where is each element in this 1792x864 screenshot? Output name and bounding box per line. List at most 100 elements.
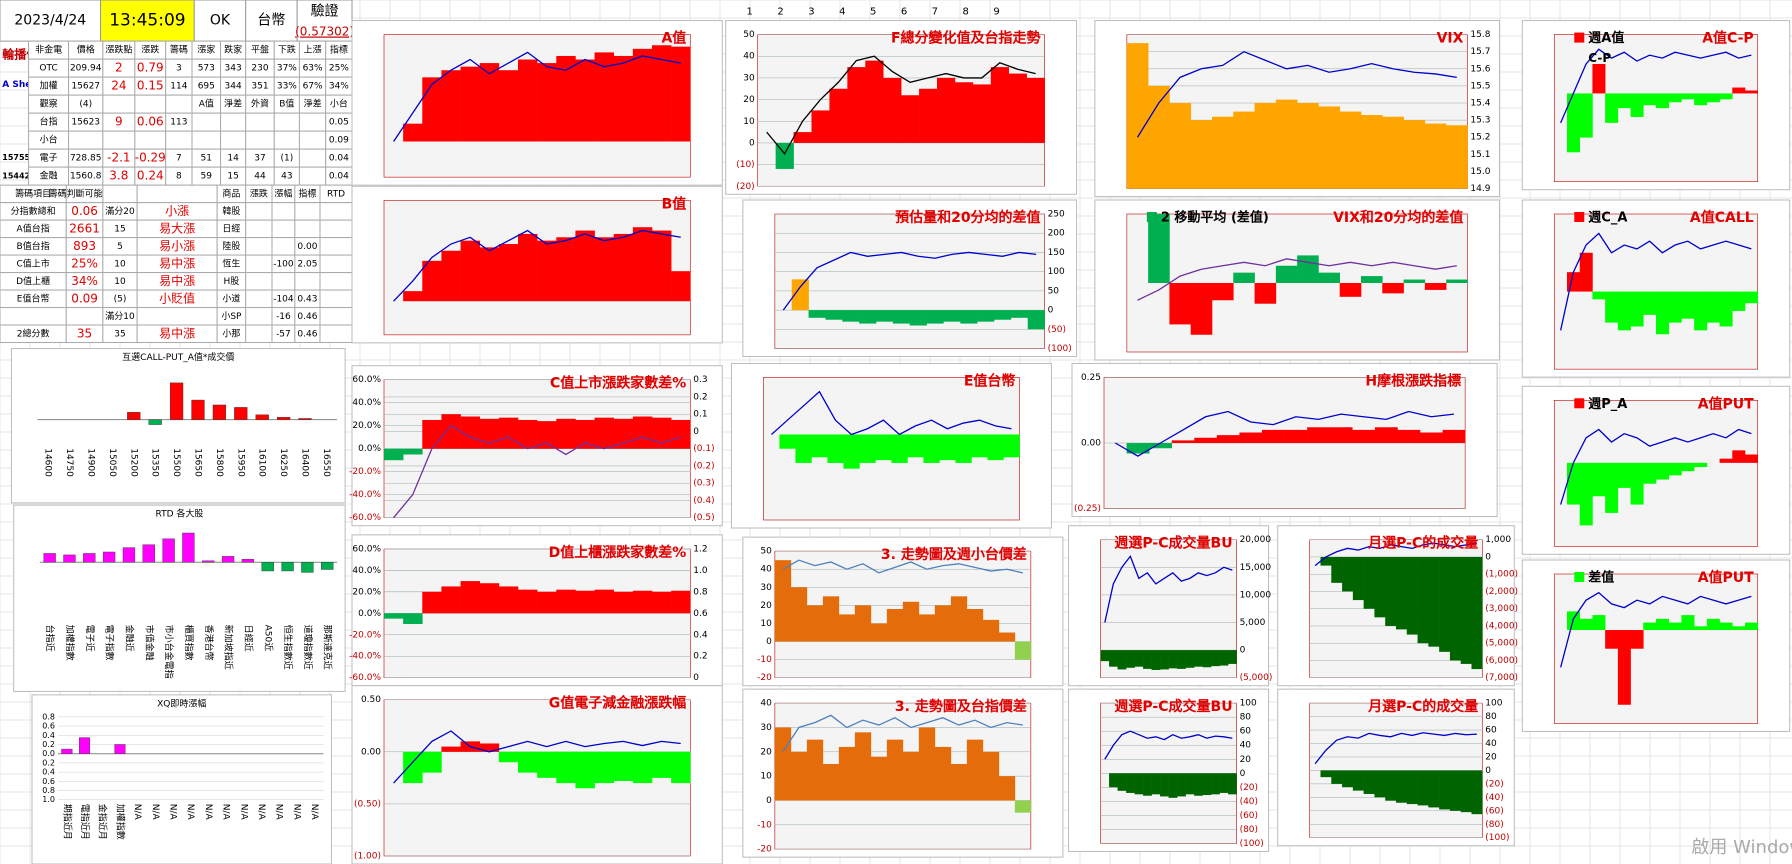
bar bbox=[43, 553, 56, 563]
area-bar bbox=[870, 756, 888, 801]
area-bar bbox=[1342, 556, 1354, 592]
table-text: 小道 bbox=[222, 292, 240, 304]
area-bar bbox=[1681, 93, 1695, 100]
area-bar bbox=[1262, 429, 1285, 443]
line-series bbox=[1104, 554, 1233, 623]
table-text: 上漲 bbox=[304, 45, 322, 56]
line-series bbox=[393, 730, 681, 784]
tick-label: 250 bbox=[1048, 210, 1065, 220]
area-bar bbox=[1617, 93, 1631, 109]
tick-label: 14.9 bbox=[1470, 184, 1490, 194]
x-tick-label: 電指近月 bbox=[79, 804, 91, 840]
table-text: 0.46 bbox=[297, 329, 317, 339]
area-bar bbox=[575, 590, 595, 614]
area-bar bbox=[892, 310, 911, 324]
area-bar bbox=[1630, 291, 1644, 327]
line-series bbox=[1114, 410, 1454, 457]
area-bar bbox=[422, 419, 442, 449]
area-bar bbox=[479, 743, 500, 752]
tick-label: 15.4 bbox=[1470, 99, 1490, 109]
area-bar bbox=[1446, 279, 1468, 283]
area-bar bbox=[1732, 626, 1746, 631]
area-bar bbox=[575, 419, 595, 449]
tick-label: 80 bbox=[1485, 712, 1497, 722]
side-label: A Shee bbox=[2, 80, 37, 90]
area-bar bbox=[1579, 618, 1593, 631]
tick-label: 10 bbox=[760, 619, 772, 629]
table-text: 韓股 bbox=[222, 206, 240, 217]
area-bar bbox=[827, 434, 844, 463]
table-text: -104 bbox=[273, 294, 294, 304]
table-text: 滿分20 bbox=[105, 205, 135, 217]
table-text: 695 bbox=[198, 82, 215, 92]
table-text: (5) bbox=[114, 294, 127, 304]
tick-label: (50) bbox=[1048, 325, 1066, 335]
table-cell bbox=[220, 130, 247, 150]
table-text: 24 bbox=[111, 79, 126, 93]
table-text: 44 bbox=[254, 172, 266, 182]
table-cell bbox=[298, 112, 327, 132]
table-cell bbox=[271, 237, 296, 256]
area-bar bbox=[1134, 773, 1144, 795]
area-bar bbox=[1374, 556, 1386, 618]
table-text: 728.85 bbox=[70, 154, 102, 164]
area-bar bbox=[1643, 622, 1657, 631]
area-bar bbox=[971, 434, 988, 458]
area-bar bbox=[1656, 618, 1670, 631]
area-bar bbox=[403, 291, 423, 302]
column-header: 1 bbox=[747, 6, 753, 17]
area-bar bbox=[865, 60, 884, 143]
area-bar bbox=[1406, 770, 1418, 805]
tick-label: 15.5 bbox=[1470, 81, 1490, 91]
table-cell bbox=[245, 237, 273, 256]
bar bbox=[127, 412, 141, 420]
area-bar bbox=[1275, 265, 1298, 283]
table-text: 加權 bbox=[40, 80, 58, 92]
tick-label: (3,000) bbox=[1485, 604, 1518, 614]
side-label: 15442 bbox=[2, 172, 30, 181]
area-bar bbox=[987, 434, 1004, 461]
table-text: 漲家 bbox=[197, 44, 215, 56]
tick-label: 15.1 bbox=[1470, 150, 1490, 160]
table-cell bbox=[134, 94, 167, 114]
table-text: 2.05 bbox=[297, 259, 317, 269]
table-cell bbox=[165, 94, 193, 114]
area-bar bbox=[594, 751, 615, 784]
area-bar bbox=[1446, 125, 1468, 189]
tick-label: 0 bbox=[1240, 646, 1246, 656]
table-text: 電子 bbox=[40, 153, 58, 164]
tick-label: 0 bbox=[693, 673, 699, 683]
x-tick-label: 16400 bbox=[300, 448, 310, 477]
tick-label: (0.3) bbox=[693, 479, 714, 489]
area-bar bbox=[1449, 770, 1462, 811]
area-bar bbox=[498, 244, 519, 302]
area-bar bbox=[632, 416, 653, 449]
area-bar bbox=[1363, 556, 1375, 609]
area-bar bbox=[934, 746, 952, 801]
table-text: 0.05 bbox=[329, 118, 349, 128]
panel bbox=[31, 694, 332, 864]
area-bar bbox=[950, 763, 968, 801]
area-bar bbox=[441, 414, 461, 449]
table-text: 淨差 bbox=[304, 98, 322, 110]
tick-label: (0.2) bbox=[693, 461, 714, 471]
area-bar bbox=[556, 237, 576, 302]
area-bar bbox=[1417, 770, 1429, 806]
tick-label: (2,000) bbox=[1485, 587, 1518, 597]
area-bar bbox=[1331, 770, 1343, 784]
area-bar bbox=[1254, 103, 1277, 189]
tick-label: 30 bbox=[743, 73, 755, 83]
area-bar bbox=[1169, 103, 1192, 189]
table-text: B值 bbox=[279, 98, 294, 110]
panel-title: B值 bbox=[662, 195, 687, 212]
area-bar bbox=[1352, 770, 1364, 791]
panel-title: H摩根漲跌指標 bbox=[1365, 372, 1461, 389]
area-bar bbox=[671, 46, 691, 142]
area-bar bbox=[1202, 773, 1212, 796]
area-bar bbox=[843, 434, 860, 469]
area-bar bbox=[652, 591, 672, 614]
area-bar bbox=[1307, 427, 1331, 443]
area-bar bbox=[1169, 283, 1192, 325]
table-text: 小SP bbox=[221, 311, 242, 322]
